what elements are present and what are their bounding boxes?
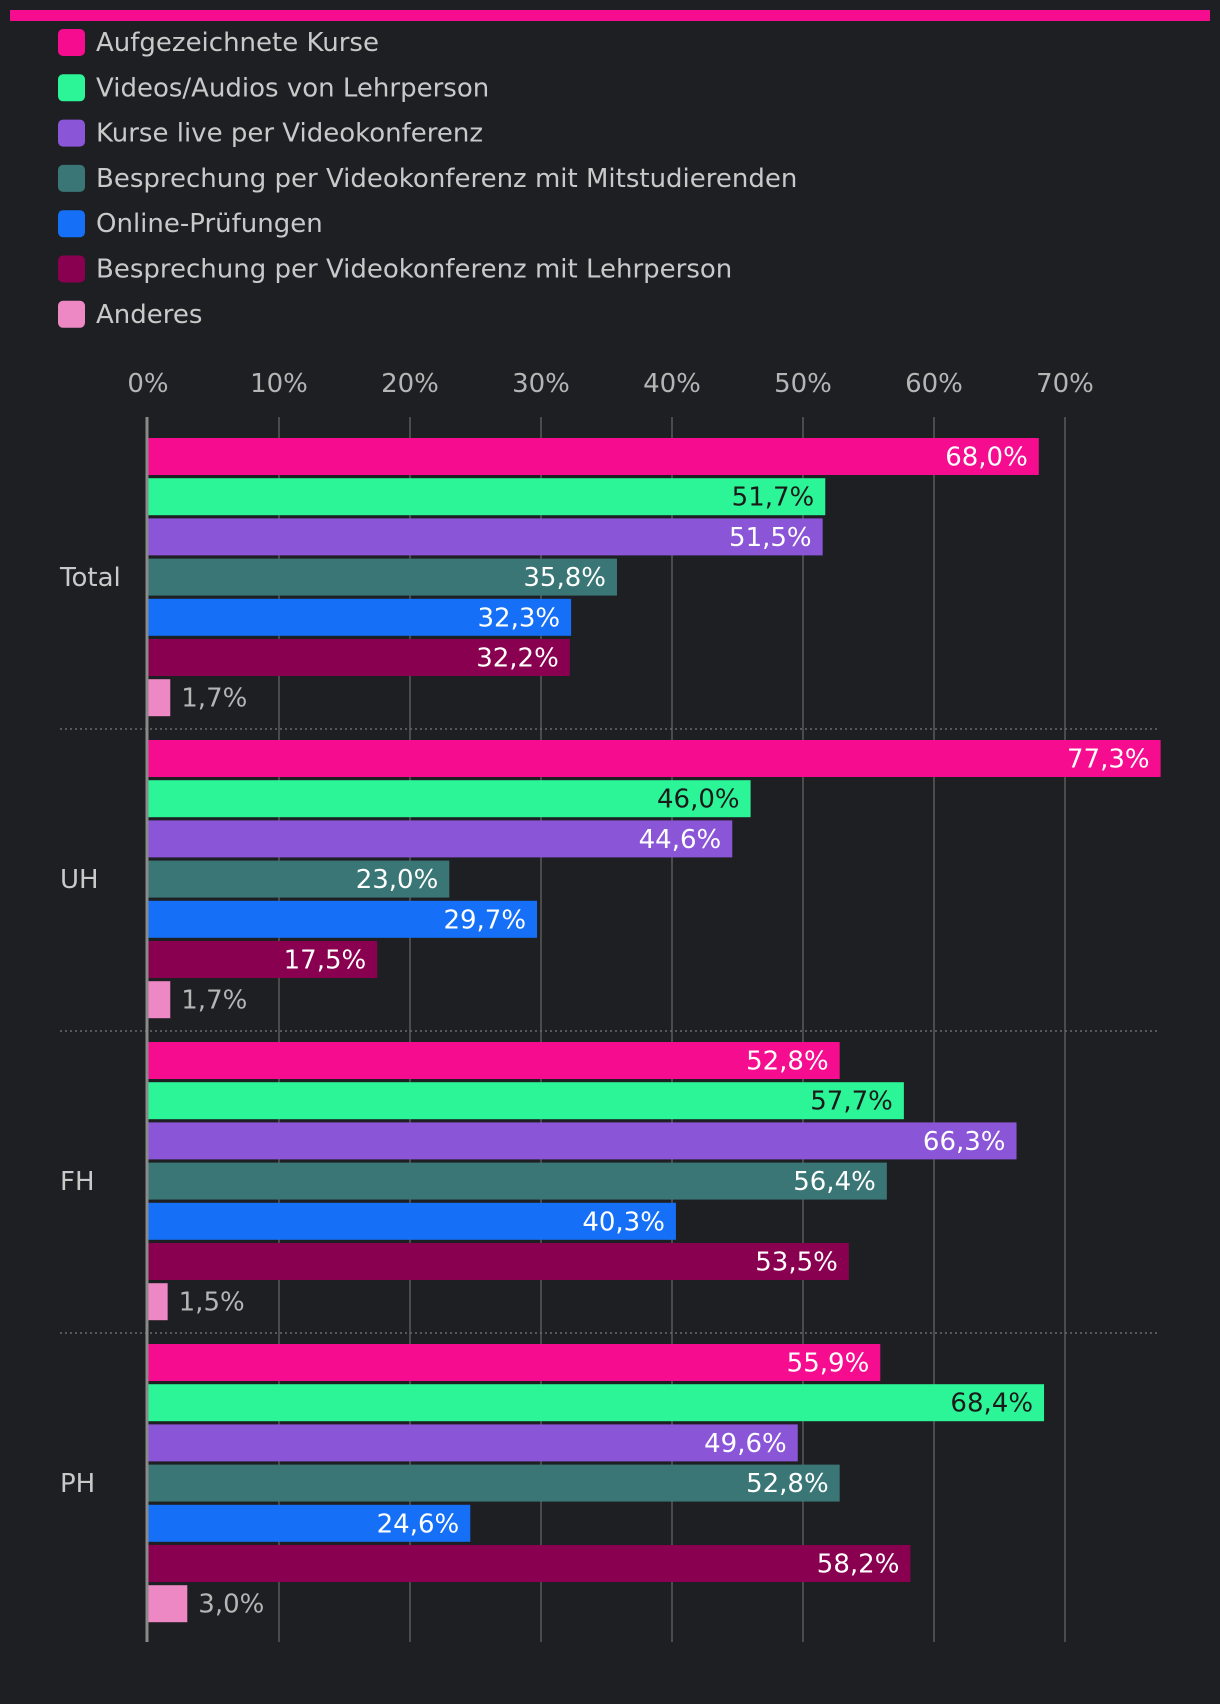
legend-item[interactable]: Besprechung per Videokonferenz mit Mitst… <box>58 164 797 194</box>
bar-group-uh: UH 77,3% 46,0% 44,6% 23,0%29,7% 17,5% 1,7% <box>60 740 1161 1019</box>
x-tick-label: 20% <box>381 369 439 399</box>
x-tick-label: 70% <box>1036 369 1094 399</box>
bar <box>148 981 171 1019</box>
x-axis-ticks: 0% 10% 20% 30% 40% 50% 60% 70% <box>127 369 1094 399</box>
bar <box>148 438 1039 475</box>
bar <box>148 1464 840 1502</box>
legend-item[interactable]: Besprechung per Videokonferenz mit Lehrp… <box>58 255 732 285</box>
data-label: 56,4% <box>793 1167 876 1197</box>
legend-item[interactable]: Videos/Audios von Lehrperson <box>58 73 489 103</box>
bar <box>148 518 823 556</box>
data-label: 32,2% <box>476 644 559 674</box>
x-tick-label: 50% <box>774 369 832 399</box>
bar <box>148 740 1161 777</box>
x-tick-label: 40% <box>643 369 701 399</box>
bar-group-fh: FH 52,8% 57,7% 66,3% 56,4% 40,3% 53,5% 1,5% <box>60 1042 1017 1321</box>
data-label: 68,4% <box>950 1389 1033 1419</box>
bar <box>148 1424 798 1462</box>
bar <box>148 598 572 636</box>
bar <box>148 639 570 676</box>
bar <box>148 1162 887 1200</box>
data-label: 68,0% <box>945 443 1028 473</box>
data-label: 55,9% <box>787 1349 870 1379</box>
bar <box>148 1344 881 1381</box>
legend-swatch <box>58 300 85 328</box>
legend-label: Anderes <box>96 300 202 330</box>
legend-item[interactable]: Online-Prüfungen <box>58 209 323 239</box>
bar <box>148 679 171 717</box>
x-tick-label: 60% <box>905 369 963 399</box>
data-label: 23,0% <box>356 865 439 895</box>
data-label: 51,5% <box>729 523 812 553</box>
data-label: 1,7% <box>181 986 247 1016</box>
bar <box>148 1504 471 1542</box>
bar <box>148 558 617 596</box>
data-label: 51,7% <box>732 483 815 513</box>
legend-swatch <box>58 74 85 102</box>
group-separators <box>60 728 1160 1334</box>
data-label: 24,6% <box>377 1509 460 1539</box>
bar <box>148 860 450 898</box>
category-label: PH <box>60 1469 95 1499</box>
data-label: 35,8% <box>523 563 606 593</box>
legend-label: Besprechung per Videokonferenz mit Mitst… <box>96 164 797 194</box>
data-label: 77,3% <box>1067 745 1150 775</box>
legend-label: Videos/Audios von Lehrperson <box>96 73 489 103</box>
data-label: 1,7% <box>181 684 247 714</box>
legend-swatch <box>58 119 85 147</box>
legend-label: Besprechung per Videokonferenz mit Lehrp… <box>96 255 732 285</box>
x-tick-label: 10% <box>250 369 308 399</box>
data-label: 66,3% <box>923 1127 1006 1157</box>
x-tick-label: 0% <box>127 369 168 399</box>
bar <box>148 1384 1045 1422</box>
bar <box>148 900 538 938</box>
bar <box>148 1082 904 1120</box>
data-label: 44,6% <box>639 825 722 855</box>
data-label: 52,8% <box>746 1047 829 1077</box>
bar-groups: Total68,0%51,7%51,5%35,8%32,3%32,2%1,7%U… <box>59 438 1161 1623</box>
data-label: 40,3% <box>582 1207 665 1237</box>
bar <box>148 478 826 516</box>
legend-item[interactable]: Aufgezeichnete Kurse <box>58 28 379 58</box>
bar-group-total: Total 68,0% 51,7% 51,5% 35,8% 32,3% 32,2% 1,7% <box>59 438 1039 717</box>
bar <box>148 1283 168 1321</box>
data-label: 52,8% <box>746 1469 829 1499</box>
bar <box>148 820 733 858</box>
bar <box>148 1545 911 1582</box>
bar <box>148 1202 676 1240</box>
legend-label: Online-Prüfungen <box>96 209 323 239</box>
bar <box>148 1042 840 1079</box>
bar <box>148 1122 1017 1160</box>
category-label: Total <box>59 563 121 593</box>
legend-label: Kurse live per Videokonferenz <box>96 119 483 149</box>
data-label: 49,6% <box>704 1429 787 1459</box>
legend-swatch <box>58 164 85 192</box>
data-label: 17,5% <box>284 946 367 976</box>
category-label: FH <box>60 1167 95 1197</box>
data-label: 32,3% <box>478 603 561 633</box>
data-label: 46,0% <box>657 785 740 815</box>
bar-group-ph: PH 55,9% 68,4% 49,6% 52,8% 24,6% 58,2% 3,0% <box>60 1344 1045 1623</box>
top-accent-bar <box>10 10 1210 21</box>
legend: Aufgezeichnete Kurse Videos/Audios von Le… <box>58 28 797 330</box>
data-label: 53,5% <box>755 1248 838 1278</box>
x-tick-label: 30% <box>512 369 570 399</box>
legend-item[interactable]: Anderes <box>58 300 202 330</box>
bar <box>148 1243 849 1280</box>
bar <box>148 780 751 818</box>
data-label: 57,7% <box>810 1087 893 1117</box>
data-label: 58,2% <box>817 1550 900 1580</box>
legend-swatch <box>58 255 85 283</box>
bar <box>148 941 378 978</box>
legend-swatch <box>58 210 85 238</box>
legend-item[interactable]: Kurse live per Videokonferenz <box>58 119 483 149</box>
data-label: 1,5% <box>179 1288 245 1318</box>
data-label: 29,7% <box>443 905 526 935</box>
category-label: UH <box>60 865 99 895</box>
legend-label: Aufgezeichnete Kurse <box>96 28 379 58</box>
legend-swatch <box>58 29 85 56</box>
data-label: 3,0% <box>198 1590 264 1620</box>
bar <box>148 1585 188 1623</box>
